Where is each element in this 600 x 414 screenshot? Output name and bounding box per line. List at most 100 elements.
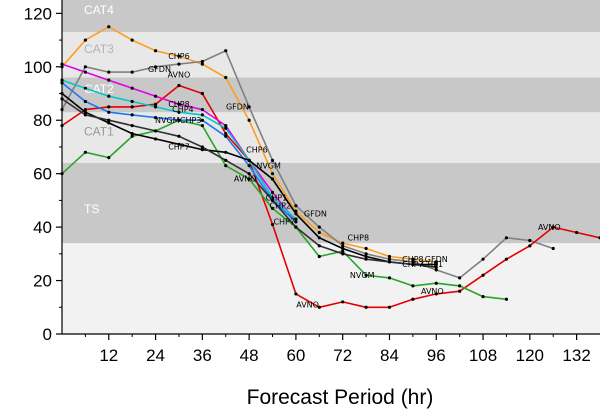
- series-5-point: [107, 94, 111, 98]
- series-6-point: [294, 220, 298, 224]
- series-5-point: [153, 105, 158, 109]
- series-1-point: [528, 238, 532, 243]
- annotation-label: CHP6: [246, 145, 268, 154]
- series-6-point: [130, 113, 134, 117]
- series-1-point: [83, 65, 87, 69]
- series-1-point: [411, 260, 415, 264]
- series-1-point: [317, 225, 321, 229]
- series-2-point: [434, 292, 438, 296]
- series-2-point: [177, 83, 181, 88]
- series-3-point: [317, 254, 321, 259]
- series-2-point: [130, 105, 134, 109]
- series-line-3: [61, 119, 507, 301]
- annotation-label: AVNO: [296, 300, 319, 309]
- series-8-point: [153, 129, 158, 133]
- x-tick-label: 36: [193, 346, 212, 365]
- series-2-point: [481, 273, 485, 277]
- series-1-point: [434, 268, 438, 272]
- series-8-point: [341, 252, 345, 256]
- series-6-point: [153, 115, 158, 120]
- axes: 0 20 40 60 80 100 120 12 24 36 48 60 72 84 96 108 120 132: [24, 0, 600, 365]
- series-2-point: [294, 292, 298, 296]
- series-3-point: [481, 294, 485, 299]
- series-1-point: [294, 204, 298, 208]
- series-2-point: [528, 244, 532, 248]
- series-2-point: [458, 289, 462, 293]
- series-8-point: [130, 123, 134, 128]
- series-6-point: [200, 118, 204, 122]
- y-tick-label: 60: [33, 165, 52, 184]
- annotation-label: GFDN: [304, 209, 327, 218]
- y-tick-label: 100: [24, 58, 52, 77]
- series-1-point: [270, 158, 275, 162]
- series-7-point: [247, 158, 251, 162]
- series-8-point: [364, 257, 368, 261]
- series-2-point: [504, 257, 509, 261]
- series-3-point: [200, 123, 204, 128]
- series-3-point: [247, 177, 251, 181]
- annotation-label: CHP8: [168, 100, 190, 109]
- series-2-point: [317, 305, 321, 309]
- series-0-point: [177, 54, 181, 58]
- series-8-point: [411, 262, 415, 267]
- x-tick-label: 120: [516, 346, 544, 365]
- series-8-point: [107, 118, 111, 122]
- x-tick-label: 48: [240, 346, 259, 365]
- annotation-label: NVGM: [350, 271, 375, 280]
- annotation-label: CHP1: [266, 193, 288, 202]
- series-5-point: [177, 110, 181, 114]
- series-1-point: [551, 246, 555, 251]
- annotation-label: CHP2: [270, 201, 292, 210]
- series-3-point: [341, 249, 345, 253]
- band-cat3: [62, 32, 600, 78]
- annotation-label: CHP4: [172, 105, 194, 114]
- series-3-point: [83, 150, 87, 154]
- annotation-label: CHP6: [168, 52, 190, 61]
- series-7-point: [270, 177, 275, 181]
- annotation-label: CHP8: [348, 233, 370, 242]
- series-7-point: [294, 212, 298, 216]
- series-0-point: [130, 38, 134, 42]
- annotation-label: CHP8: [402, 255, 424, 264]
- model-name-annotations: CHP6GFDNAVNOGFDNCHP6NVGMAVNOCHP8CHP4NVGM…: [148, 52, 561, 309]
- series-3-point: [270, 206, 275, 211]
- series-line-2: [61, 84, 600, 309]
- series-1-point: [177, 62, 181, 66]
- series-2-point: [107, 105, 111, 109]
- series-1-point: [247, 105, 251, 109]
- series-7-point: [83, 110, 87, 114]
- series-0-point: [364, 246, 368, 251]
- annotation-label: CHP7: [402, 260, 424, 269]
- series-8-point: [294, 225, 298, 229]
- band-label-cat3: CAT3: [84, 42, 114, 56]
- series-4-point: [130, 86, 134, 90]
- y-tick-label: 20: [33, 272, 52, 291]
- band-label-cat2: CAT2: [84, 82, 114, 96]
- series-8-point: [317, 244, 321, 248]
- series-1-point: [107, 70, 111, 74]
- series-7-point: [177, 142, 181, 146]
- series-2-point: [575, 230, 579, 235]
- series-0-point: [224, 75, 228, 80]
- series-1-point: [153, 65, 158, 69]
- annotation-label: GFDN: [425, 255, 448, 264]
- series-6-point: [224, 134, 228, 138]
- series-7-point: [434, 262, 438, 267]
- series-3-point: [107, 156, 111, 160]
- annotation-label: GFDN: [226, 103, 249, 112]
- series-0-point: [153, 49, 158, 53]
- series-4-point: [270, 190, 275, 194]
- series-6-point: [83, 99, 87, 104]
- series-8-point: [247, 172, 251, 176]
- series-8-point: [83, 113, 87, 117]
- series-0-point: [317, 230, 321, 235]
- series-2-point: [551, 225, 555, 229]
- series-8-point: [434, 265, 438, 269]
- series-2-point: [153, 102, 158, 106]
- x-tick-label: 12: [99, 346, 118, 365]
- annotation-label: CHP7: [273, 217, 295, 226]
- y-tick-label: 40: [33, 218, 52, 237]
- series-0-point: [247, 118, 251, 122]
- y-tick-label: 120: [24, 4, 52, 23]
- series-7-point: [224, 150, 228, 154]
